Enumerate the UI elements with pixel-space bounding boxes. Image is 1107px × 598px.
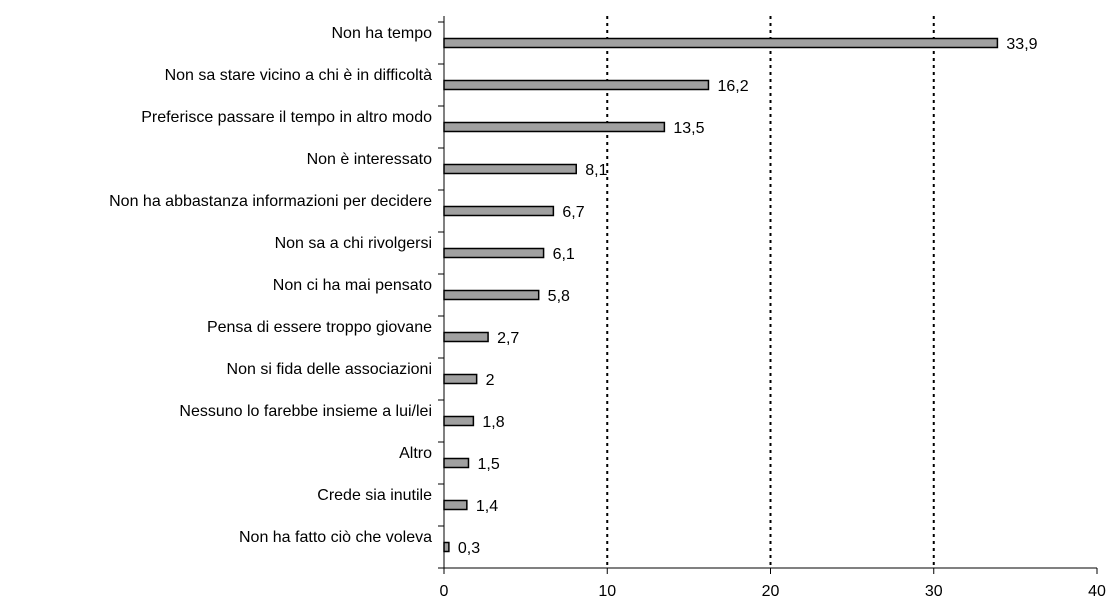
y-tick-label: Non sa a chi rivolgersi — [275, 235, 432, 252]
value-label: 2,7 — [497, 330, 519, 347]
bar — [443, 457, 470, 469]
value-label: 6,1 — [553, 246, 575, 263]
value-label: 8,1 — [585, 162, 607, 179]
x-tick-label: 40 — [1088, 583, 1106, 598]
bar — [443, 499, 468, 511]
value-label: 16,2 — [717, 78, 748, 95]
y-tick-label: Crede sia inutile — [317, 487, 432, 504]
x-tick-label: 30 — [925, 583, 943, 598]
y-tick-label: Non sa stare vicino a chi è in difficolt… — [165, 67, 433, 84]
value-label: 1,4 — [476, 498, 498, 515]
x-tick-label: 20 — [762, 583, 780, 598]
bar — [443, 205, 555, 217]
y-tick-label: Preferisce passare il tempo in altro mod… — [141, 109, 432, 126]
value-label: 6,7 — [562, 204, 584, 221]
y-tick-label: Non ha tempo — [331, 25, 432, 42]
value-label: 2 — [486, 372, 495, 389]
x-tick-label: 0 — [440, 583, 449, 598]
y-tick-label: Non ci ha mai pensato — [273, 277, 432, 294]
y-tick-label: Non ha abbastanza informazioni per decid… — [109, 193, 432, 210]
y-tick-label: Non ha fatto ciò che voleva — [239, 529, 432, 546]
y-tick-label: Altro — [399, 445, 432, 462]
value-label: 5,8 — [548, 288, 570, 305]
value-label: 1,8 — [482, 414, 504, 431]
y-tick-label: Non è interessato — [307, 151, 433, 168]
bar — [443, 415, 475, 427]
bar — [443, 37, 999, 49]
value-label: 33,9 — [1006, 36, 1037, 53]
value-label: 1,5 — [477, 456, 499, 473]
bar — [443, 541, 450, 553]
y-tick-label: Pensa di essere troppo giovane — [207, 319, 432, 336]
value-label: 13,5 — [673, 120, 704, 137]
x-tick-label: 10 — [598, 583, 616, 598]
bar — [443, 289, 540, 301]
value-label: 0,3 — [458, 540, 480, 557]
bar — [443, 79, 710, 91]
bar — [443, 247, 545, 259]
y-tick-label: Non si fida delle associazioni — [227, 361, 432, 378]
y-tick-label: Nessuno lo farebbe insieme a lui/lei — [179, 403, 432, 420]
bar — [443, 331, 489, 343]
bar — [443, 373, 478, 385]
bar — [443, 163, 577, 175]
bar — [443, 121, 666, 133]
